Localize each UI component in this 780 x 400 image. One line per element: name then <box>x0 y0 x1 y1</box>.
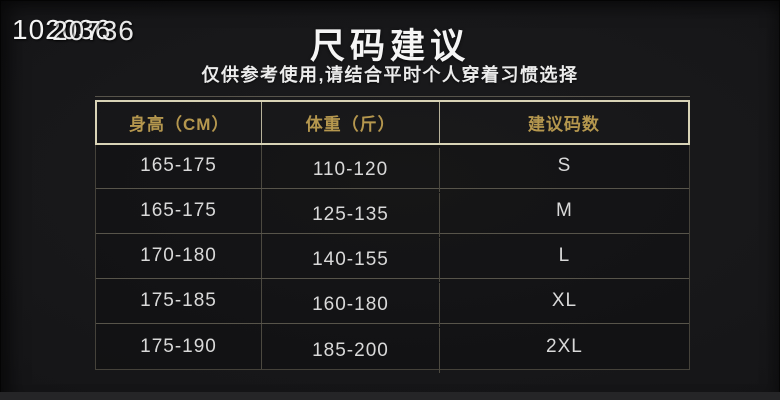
weight-value: 140-155 <box>262 238 440 282</box>
weight-value: 160-180 <box>262 283 440 327</box>
size-value: XL <box>551 290 578 311</box>
table-body: 165-175 110-120 S 165-175 125-135 M 170-… <box>96 144 689 373</box>
size-value: S <box>557 155 572 176</box>
timestamp-watermark-layer2: 20736 <box>52 15 135 46</box>
table-header-row: 身高（CM） 体重（斤） 建议码数 <box>95 100 690 145</box>
height-value: 165-175 <box>96 189 263 233</box>
timestamp-watermark-layer1: 102036 <box>12 14 112 45</box>
height-value: 175-185 <box>96 279 263 323</box>
table-row-size-xl: 175-185 160-180 XL <box>96 279 689 327</box>
height-value: 175-190 <box>96 324 263 369</box>
page-subtitle: 仅供参考使用,请结合平时个人穿着习惯选择 <box>201 65 579 85</box>
table-row-size-l: 170-180 140-155 L <box>96 234 689 282</box>
size-value: L <box>558 245 571 266</box>
timestamp-watermark: 102036 20736 <box>12 14 162 48</box>
photo-bottom-edge <box>0 392 780 400</box>
size-value: M <box>556 200 573 221</box>
height-value: 170-180 <box>96 234 263 278</box>
weight-value: 110-120 <box>262 148 440 192</box>
table-row-size-m: 165-175 125-135 M <box>96 189 689 237</box>
page-title: 尺码建议 <box>309 27 470 66</box>
height-value: 165-175 <box>96 144 263 188</box>
column-header-size: 建议码数 <box>527 115 600 134</box>
size-chart-table: 身高（CM） 体重（斤） 建议码数 165-175 110-120 S 165-… <box>95 96 690 373</box>
weight-value: 185-200 <box>262 328 440 373</box>
size-value: 2XL <box>546 335 583 357</box>
column-header-weight: 体重（斤） <box>262 102 440 143</box>
table-row-size-s: 165-175 110-120 S <box>96 144 689 192</box>
weight-value: 125-135 <box>262 193 440 237</box>
column-header-height: 身高（CM） <box>97 102 263 143</box>
table-row-size-2xl: 175-190 185-200 2XL <box>96 324 689 373</box>
